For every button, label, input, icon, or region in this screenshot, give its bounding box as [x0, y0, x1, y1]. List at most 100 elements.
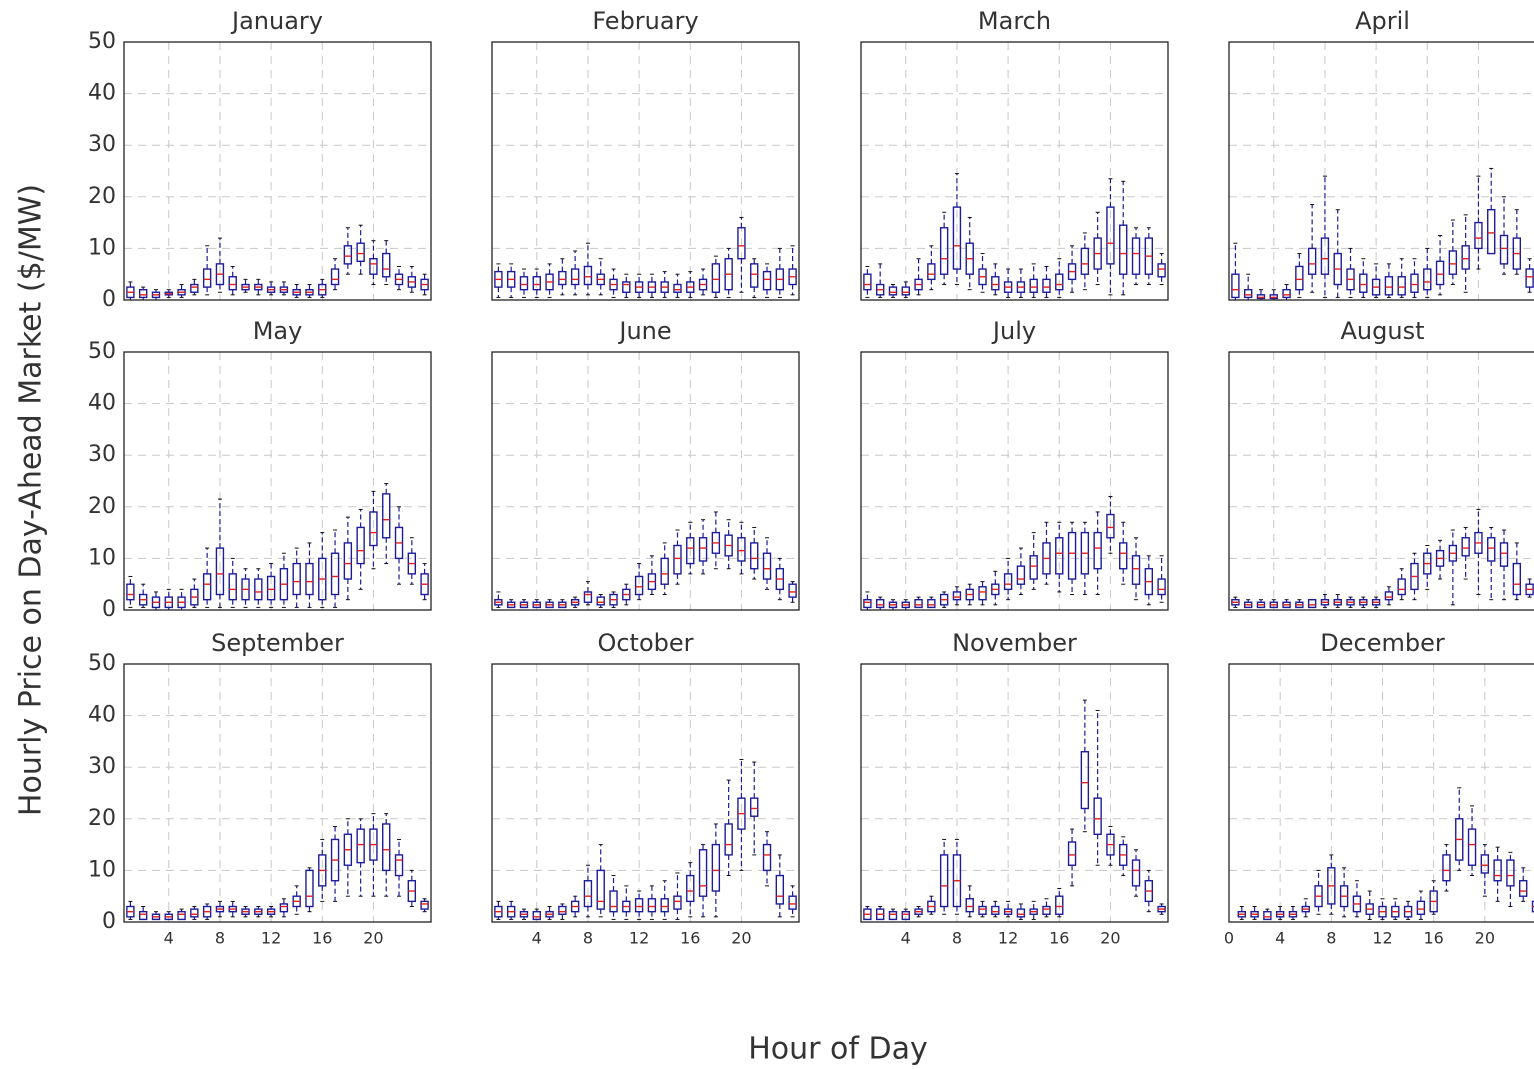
box	[901, 286, 910, 296]
box	[279, 903, 289, 913]
box	[1397, 578, 1406, 596]
y-tick-label: 30	[88, 442, 116, 467]
box	[762, 270, 772, 291]
box	[1519, 880, 1528, 897]
box	[1016, 908, 1026, 918]
box	[1055, 273, 1064, 291]
x-tick-label: 16	[680, 929, 700, 948]
panel-title: January	[230, 7, 323, 35]
box	[343, 245, 353, 265]
box	[1131, 859, 1141, 887]
box	[978, 905, 987, 915]
y-axis-label: Hourly Price on Day-Ahead Market ($/MW)	[14, 184, 49, 816]
box	[1016, 565, 1026, 585]
box	[1157, 578, 1166, 596]
box	[1359, 273, 1368, 293]
box	[775, 874, 785, 905]
box	[711, 843, 721, 892]
box	[228, 573, 237, 601]
box	[1512, 562, 1522, 596]
box	[724, 823, 733, 856]
y-tick-label: 40	[88, 703, 116, 728]
x-axis-label: Hour of Day	[748, 1032, 928, 1067]
box	[1423, 268, 1432, 291]
box	[1067, 841, 1077, 866]
panel-frame	[860, 351, 1169, 611]
panel-frame	[123, 41, 432, 301]
box	[737, 227, 746, 260]
panel-title: June	[617, 317, 671, 345]
box	[1435, 260, 1445, 286]
box	[1307, 247, 1317, 275]
box	[394, 854, 404, 877]
box	[1256, 294, 1266, 300]
box	[750, 263, 759, 288]
y-tick-label: 50	[88, 651, 116, 676]
y-tick-label: 20	[88, 494, 116, 519]
y-tick-label: 30	[88, 754, 116, 779]
box	[382, 493, 391, 539]
x-tick-label: 20	[1475, 929, 1495, 948]
box	[622, 281, 631, 293]
panel: August	[1228, 317, 1534, 611]
box	[330, 268, 340, 286]
box	[305, 562, 314, 596]
box	[382, 823, 391, 872]
box	[126, 583, 135, 601]
panel: 0 10 20 30 40 50 May	[88, 317, 432, 622]
box	[762, 843, 772, 872]
box	[1003, 573, 1013, 591]
y-tick-label: 10	[88, 545, 116, 570]
box	[762, 552, 772, 580]
panel: June	[491, 317, 800, 611]
box	[1119, 542, 1128, 570]
box	[266, 575, 276, 601]
panel-title: July	[991, 317, 1036, 345]
box	[532, 276, 541, 291]
box	[1295, 265, 1304, 291]
box	[1499, 542, 1509, 567]
box	[927, 263, 936, 281]
box	[1493, 859, 1502, 882]
y-tick-label: 10	[88, 857, 116, 882]
panel: February	[491, 7, 800, 301]
box	[952, 206, 962, 270]
box	[1525, 268, 1534, 288]
x-tick-label: 4	[532, 929, 542, 948]
box	[1442, 854, 1451, 882]
x-tick-label: 12	[629, 929, 649, 948]
box	[1416, 900, 1426, 915]
panel: April	[1228, 7, 1534, 301]
box	[1499, 234, 1509, 265]
box	[939, 227, 949, 275]
box	[1467, 828, 1477, 866]
x-tick-label: 8	[1326, 929, 1336, 948]
box	[1131, 555, 1141, 585]
panel: 0 4 8 12 16 20 December	[1224, 629, 1534, 948]
box	[254, 578, 263, 601]
panel: March	[860, 7, 1169, 301]
box	[1448, 250, 1458, 275]
y-tick-label: 30	[88, 132, 116, 157]
box	[1269, 294, 1278, 300]
box	[215, 547, 225, 596]
box	[1474, 221, 1483, 250]
box	[202, 268, 212, 288]
box	[991, 905, 1000, 915]
box	[863, 273, 872, 291]
box	[382, 252, 391, 278]
box	[686, 537, 695, 565]
box	[583, 591, 593, 603]
x-tick-label: 8	[583, 929, 593, 948]
panel-title: April	[1355, 7, 1410, 35]
box	[673, 544, 682, 575]
box	[609, 890, 618, 913]
box	[939, 854, 949, 908]
panel-title: March	[978, 7, 1051, 35]
box	[1320, 237, 1330, 275]
panel-title: November	[952, 629, 1077, 657]
box	[228, 276, 237, 291]
box	[1307, 598, 1317, 609]
